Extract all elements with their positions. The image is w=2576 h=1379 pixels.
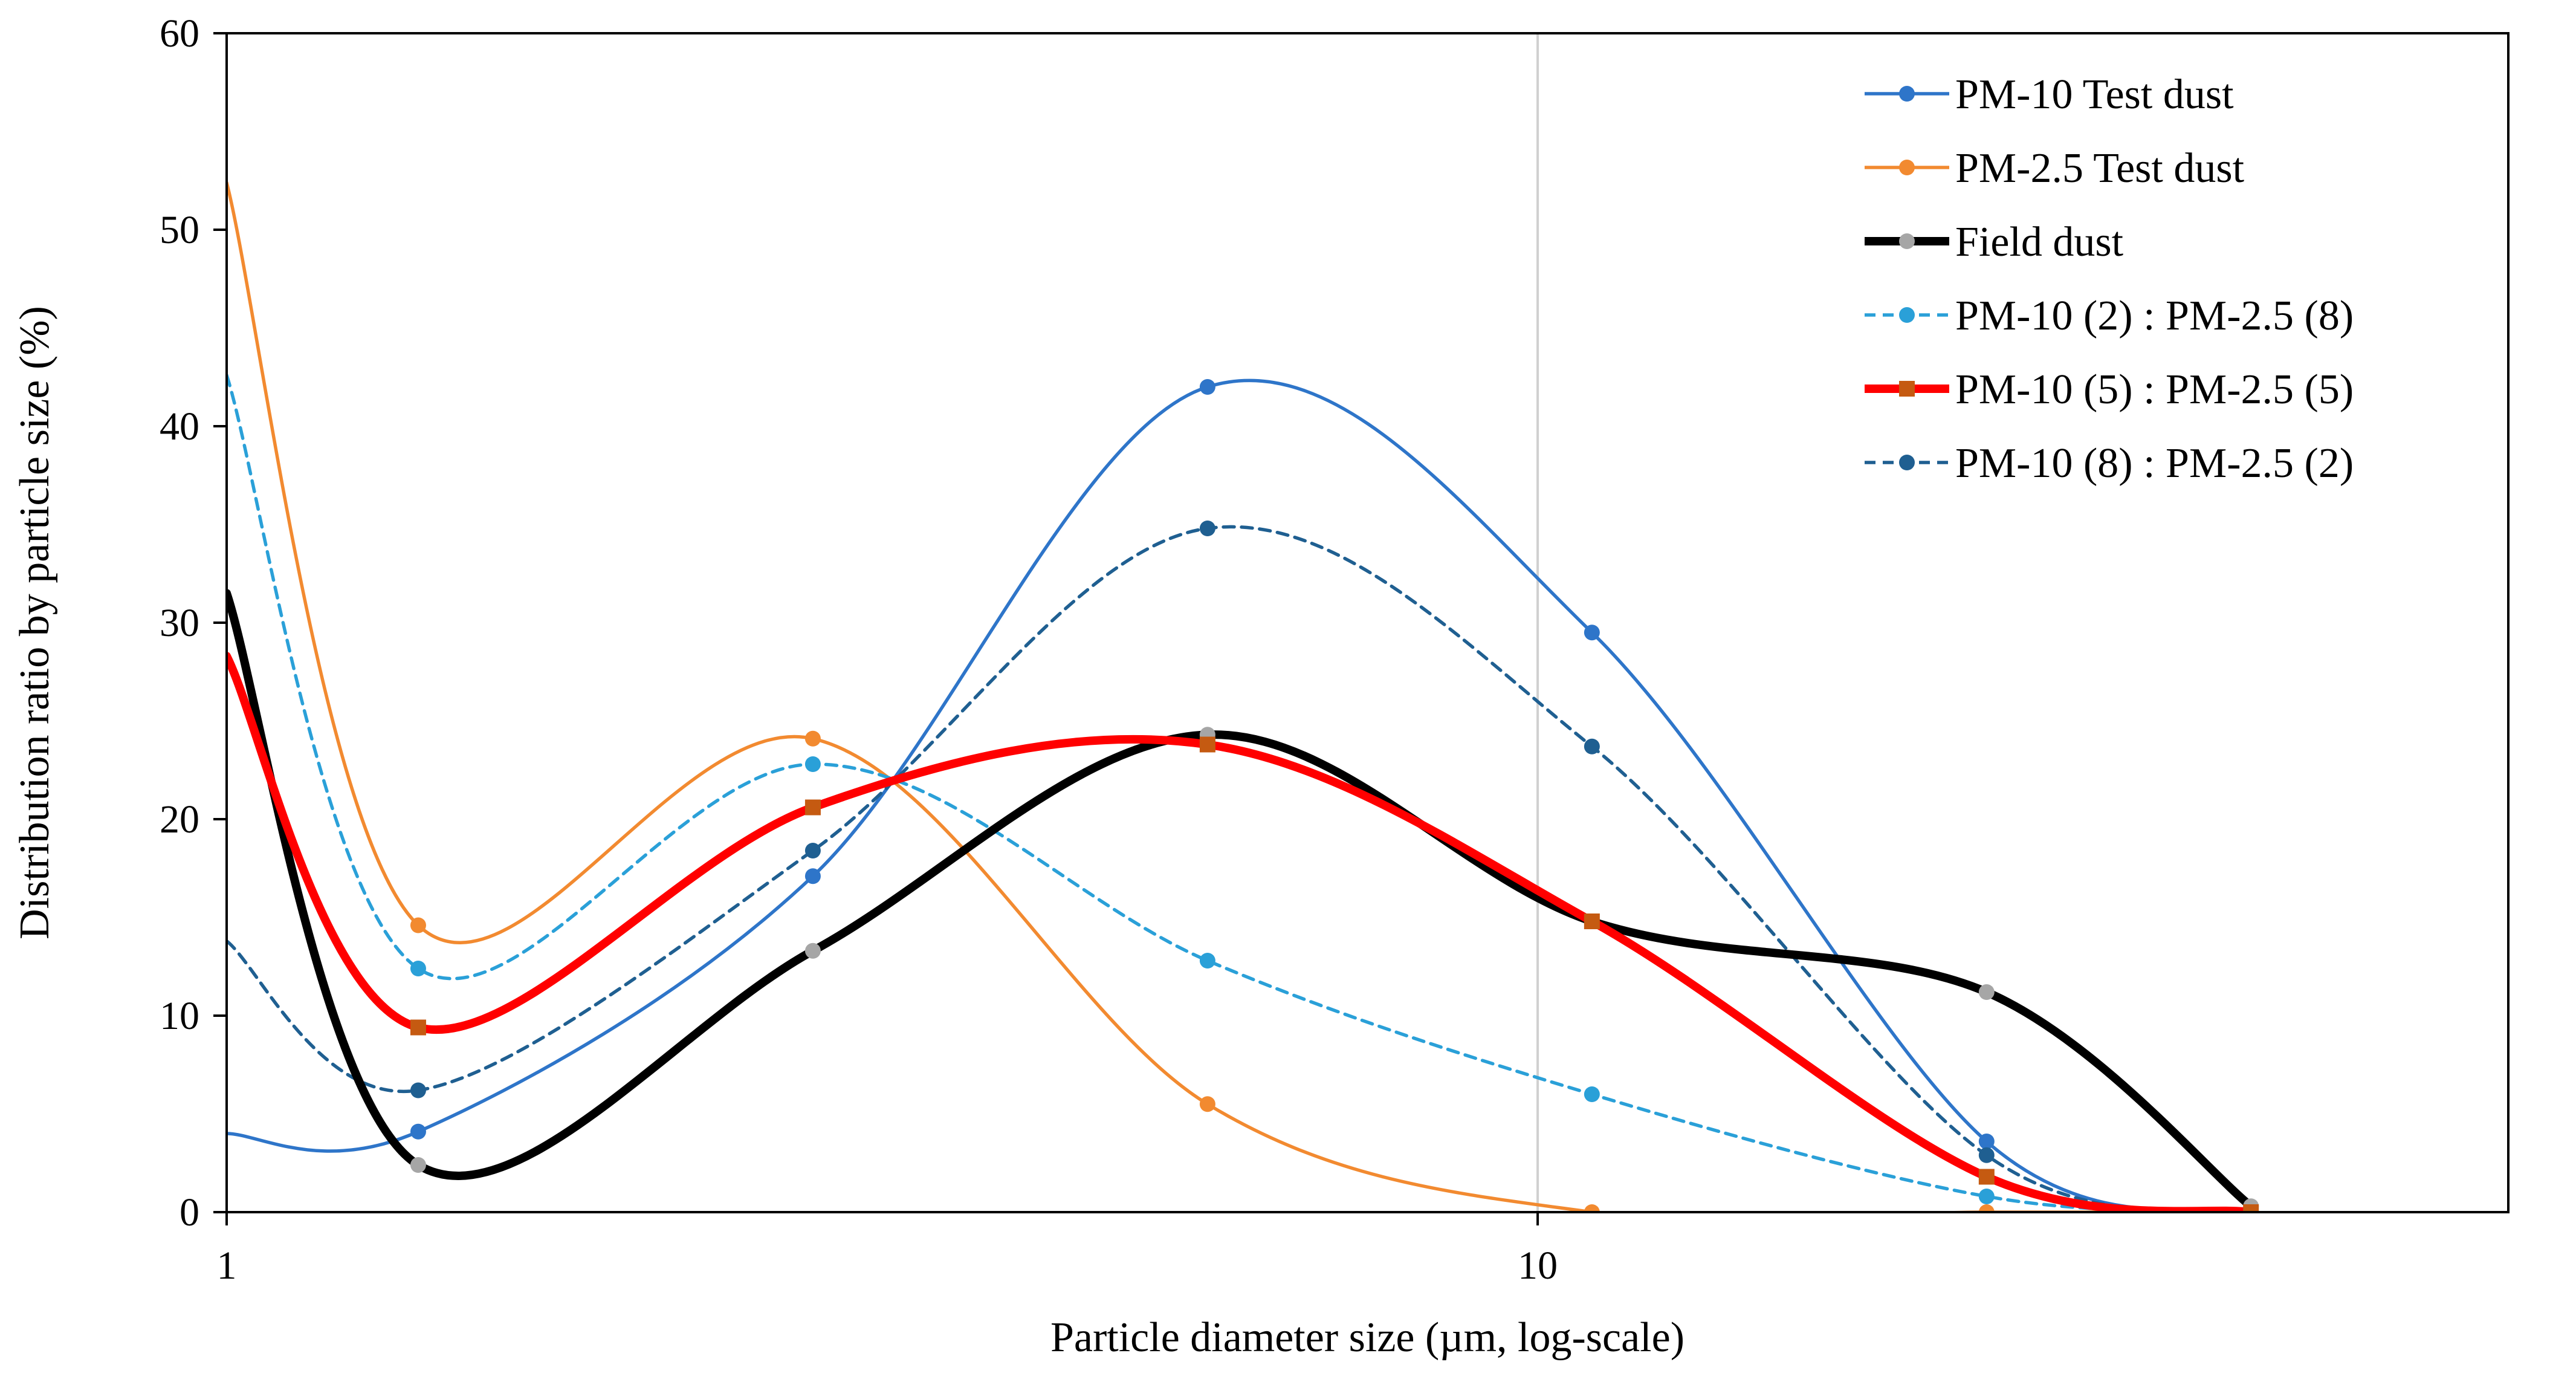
series-1-point	[410, 1123, 426, 1140]
series-4-point	[1199, 953, 1215, 969]
legend-item-4-marker	[1899, 307, 1915, 323]
series-5-point	[1584, 913, 1600, 929]
legend-item-6-label: PM-10 (8) : PM-2.5 (2)	[1955, 440, 2354, 487]
series-6-point	[410, 1082, 426, 1098]
legend-item-5-marker	[1899, 381, 1915, 397]
legend-item-3-label: Field dust	[1955, 219, 2124, 265]
y-tick-label: 40	[160, 404, 199, 449]
series-1	[227, 378, 2259, 1212]
series-3-point	[804, 943, 821, 959]
series-5-point	[804, 799, 821, 816]
legend-item-2-label: PM-2.5 Test dust	[1955, 145, 2245, 192]
series-5	[227, 652, 2259, 1212]
y-tick-label: 20	[160, 797, 199, 842]
series-3-point	[1978, 984, 1995, 1000]
y-tick-label: 50	[160, 208, 199, 252]
x-tick-label: 10	[1518, 1244, 1558, 1288]
legend-item-6: PM-10 (8) : PM-2.5 (2)	[1865, 440, 2354, 487]
y-tick-label: 30	[160, 601, 199, 645]
legend-item-5: PM-10 (5) : PM-2.5 (5)	[1865, 366, 2354, 413]
series-2-point	[1199, 1096, 1215, 1112]
series-4-line	[227, 373, 2253, 1212]
legend-item-4-label: PM-10 (2) : PM-2.5 (8)	[1955, 293, 2354, 339]
series-6-point	[1584, 738, 1600, 754]
series-4-point	[1584, 1086, 1600, 1102]
series-1-line	[227, 378, 2253, 1212]
series-2-point	[804, 730, 821, 747]
series-2-line	[227, 181, 2253, 1212]
series-3-point	[410, 1157, 426, 1173]
legend-item-2: PM-2.5 Test dust	[1865, 145, 2245, 192]
legend: PM-10 Test dust PM-2.5 Test dust Field dus…	[1865, 71, 2354, 487]
x-axis-title: Particle diameter size (µm, log-scale)	[1050, 1314, 1684, 1361]
series-5-point	[1199, 736, 1215, 753]
legend-item-3-marker	[1899, 233, 1915, 249]
legend-item-6-marker	[1899, 455, 1915, 470]
y-axis-title: Distribution ratio by particle size (%)	[11, 306, 58, 939]
series-2-point	[1978, 1204, 1995, 1212]
series-5-point	[2243, 1204, 2259, 1212]
series-1-point	[1978, 1134, 1995, 1149]
series-4-point	[410, 961, 426, 976]
series-2-point	[1584, 1204, 1600, 1212]
axes-layer: 0 10 20 30 40 50 60 1 10	[160, 11, 2510, 1288]
y-tick-label: 60	[160, 11, 199, 56]
series-5-point	[410, 1019, 426, 1036]
series-1-point	[1584, 625, 1600, 641]
series-4-point	[804, 756, 821, 772]
series-6-point	[1978, 1147, 1995, 1163]
series-2-point	[410, 917, 426, 933]
plot-frame	[225, 32, 2510, 1213]
series-3-line	[227, 589, 2256, 1211]
series-6-line	[227, 525, 2253, 1212]
legend-item-3: Field dust	[1865, 219, 2124, 265]
series-layer	[227, 181, 2259, 1212]
y-tick-label: 10	[160, 994, 199, 1038]
series-3	[227, 589, 2259, 1212]
legend-item-2-marker	[1899, 160, 1915, 175]
series-1-point	[804, 868, 821, 884]
legend-item-1-label: PM-10 Test dust	[1955, 71, 2234, 118]
y-tick-label: 0	[180, 1190, 199, 1235]
series-6	[227, 521, 2259, 1212]
legend-item-1-marker	[1899, 86, 1915, 102]
legend-item-5-label: PM-10 (5) : PM-2.5 (5)	[1955, 366, 2354, 413]
series-2	[227, 181, 2259, 1212]
series-6-point	[804, 843, 821, 858]
x-tick-label: 1	[217, 1244, 237, 1288]
series-5-point	[1978, 1169, 1995, 1185]
series-1-point	[1199, 379, 1215, 395]
series-4-point	[1978, 1189, 1995, 1204]
series-6-point	[1199, 521, 1215, 536]
series-4	[227, 373, 2259, 1212]
legend-item-1: PM-10 Test dust	[1865, 71, 2234, 118]
legend-item-4: PM-10 (2) : PM-2.5 (8)	[1865, 293, 2354, 339]
